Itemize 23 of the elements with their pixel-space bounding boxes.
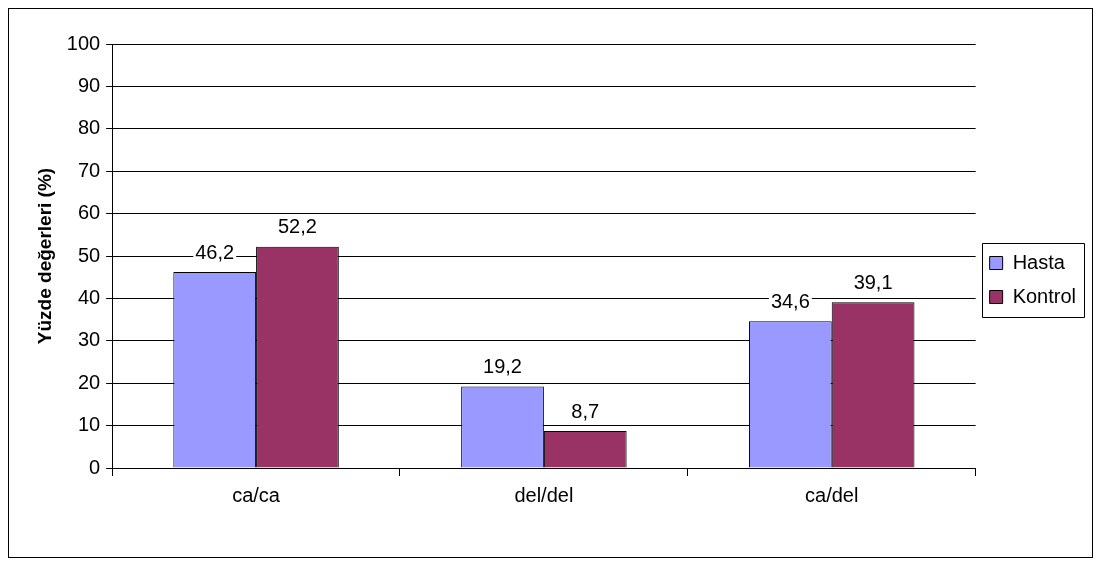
legend-label: Kontrol	[1012, 284, 1077, 307]
y-tick-label: 40	[77, 285, 101, 308]
y-tick-label: 60	[77, 201, 101, 224]
x-tick-label: ca/del	[805, 483, 859, 506]
data-label: 19,2	[483, 355, 522, 378]
y-tick-label: 30	[77, 328, 101, 351]
y-tick-label: 10	[77, 413, 101, 436]
x-tick-label: ca/ca	[232, 483, 281, 506]
data-label: 52,2	[277, 215, 317, 238]
data-label: 46,2	[195, 240, 235, 263]
y-tick-label: 100	[66, 31, 101, 54]
x-tick-label: del/del	[514, 483, 574, 506]
legend-label: Hasta	[1012, 250, 1066, 273]
y-axis-title: Yüzde değerleri (%)	[33, 167, 55, 345]
y-tick-label: 90	[77, 73, 101, 96]
y-tick-label: 80	[77, 116, 101, 139]
data-label: 39,1	[853, 270, 893, 293]
y-tick-label: 20	[77, 370, 101, 393]
y-tick-label: 0	[89, 455, 101, 478]
data-label: 34,6	[770, 289, 810, 312]
y-tick-label: 70	[77, 158, 101, 181]
y-tick-label: 50	[77, 243, 101, 266]
data-label: 8,7	[571, 399, 600, 422]
